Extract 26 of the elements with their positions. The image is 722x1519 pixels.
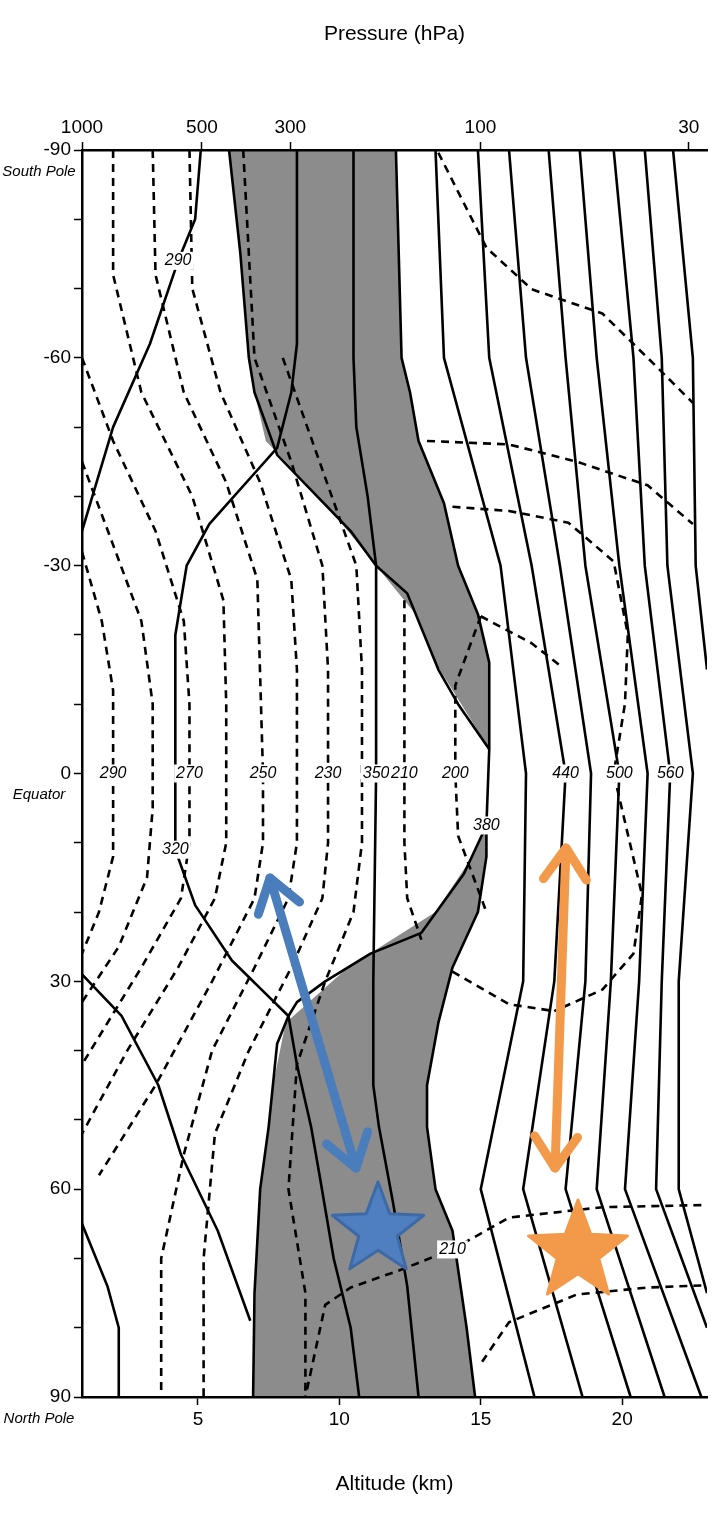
y-tick-label: 60 bbox=[49, 1177, 71, 1199]
series-label: 200 bbox=[440, 763, 469, 781]
x-tick-label: 20 bbox=[611, 1407, 633, 1429]
text: Equator bbox=[12, 785, 67, 803]
x-tick-label: 5 bbox=[192, 1407, 204, 1429]
x-axis-title: Altitude (km) bbox=[335, 1471, 454, 1495]
y-tick-label: -60 bbox=[43, 346, 71, 368]
series-label: 210 bbox=[390, 763, 418, 781]
y-tick-label: -30 bbox=[43, 553, 71, 575]
series-label: 290 bbox=[98, 763, 127, 781]
x-tick-label: 10 bbox=[328, 1407, 350, 1429]
text: South Pole bbox=[2, 161, 76, 179]
series-label: 250 bbox=[248, 763, 277, 781]
y-tick-label: -90 bbox=[43, 138, 71, 160]
y-tick-label: 0 bbox=[60, 761, 71, 783]
y-tick-label: 30 bbox=[49, 969, 71, 991]
text: North Pole bbox=[3, 1408, 75, 1426]
x-tick-label: 15 bbox=[470, 1407, 492, 1429]
x2-tick-label: 1000 bbox=[60, 115, 104, 137]
x2-tick-label: 500 bbox=[186, 115, 218, 137]
series-label: 230 bbox=[313, 763, 342, 781]
x2-axis-title: Pressure (hPa) bbox=[323, 21, 466, 45]
y-tick-label: 90 bbox=[49, 1385, 71, 1407]
x2-tick-label: 300 bbox=[274, 115, 307, 137]
x2-tick-label: 30 bbox=[678, 115, 700, 137]
x2-tick-label: 100 bbox=[464, 115, 497, 137]
